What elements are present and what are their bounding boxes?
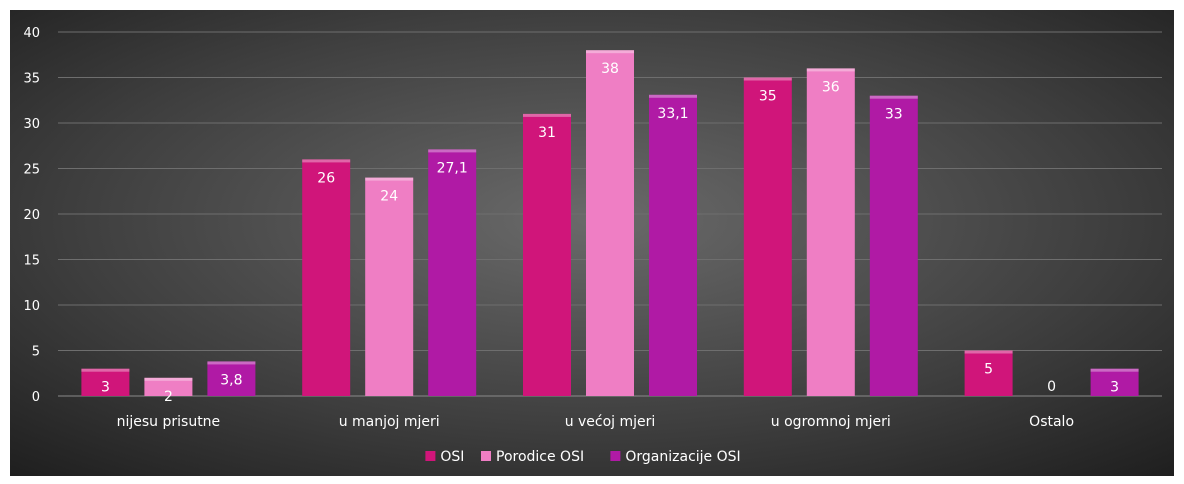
bar-organizacije-osi-u-vecoj-mjeri (649, 94, 697, 396)
data-label-organizacije-osi-u-manjoj-mjeri: 27,1 (437, 160, 468, 176)
bar-osi-u-ogromnoj-mjeri (743, 77, 792, 396)
legend-swatch (425, 451, 436, 461)
data-label-osi-u-vecoj-mjeri: 31 (538, 125, 556, 141)
bar-highlight (207, 361, 256, 365)
bar-highlight (964, 350, 1013, 354)
x-tick-label: u većoj mjeri (565, 414, 656, 430)
y-tick-label: 35 (23, 72, 40, 87)
bar-organizacije-osi-u-ogromnoj-mjeri (869, 95, 918, 396)
bar-osi-u-vecoj-mjeri (523, 113, 571, 397)
bar-highlight (869, 95, 918, 99)
bar-highlight (743, 77, 792, 81)
data-label-osi-u-ogromnoj-mjeri: 35 (759, 89, 777, 105)
legend-label: Porodice OSI (496, 449, 584, 465)
y-tick-label: 0 (32, 390, 40, 405)
bar-highlight (806, 68, 855, 72)
legend-item-porodice-osi: Porodice OSI (481, 449, 584, 465)
legend-label: Organizacije OSI (625, 449, 740, 465)
data-labels-layer: 3 2 3,8 26 24 27,1 31 38 33,1 35 36 33 5 0 3 (101, 61, 1119, 405)
x-axis: nijesu prisutne u manjoj mjeri u većoj mje… (117, 414, 1074, 430)
bar-osi-u-manjoj-mjeri (302, 159, 351, 396)
data-label-organizacije-osi-ostalo: 3 (1110, 380, 1119, 396)
y-axis: 0 5 10 15 20 25 30 35 40 (23, 26, 40, 405)
data-label-porodice-osi-u-ogromnoj-mjeri: 36 (822, 79, 840, 95)
bar-osi-nijesu-prisutne (81, 368, 130, 396)
bar-highlight (302, 159, 351, 163)
y-tick-label: 30 (23, 117, 40, 132)
data-label-organizacije-osi-u-ogromnoj-mjeri: 33 (885, 107, 903, 123)
y-tick-label: 10 (23, 299, 40, 314)
y-tick-label: 25 (23, 163, 40, 178)
legend-swatch (610, 451, 621, 461)
data-label-osi-u-manjoj-mjeri: 26 (317, 170, 335, 186)
data-label-osi-ostalo: 5 (984, 362, 993, 378)
legend-swatch (481, 451, 491, 461)
bar-highlight (523, 113, 571, 117)
y-tick-label: 20 (23, 208, 40, 223)
bar-organizacije-osi-nijesu-prisutne (207, 361, 256, 396)
legend-label: OSI (440, 449, 464, 465)
legend-item-osi: OSI (425, 449, 464, 465)
data-label-organizacije-osi-nijesu-prisutne: 3,8 (220, 372, 242, 388)
data-label-osi-nijesu-prisutne: 3 (101, 380, 110, 396)
bar-organizacije-osi-ostalo (1090, 368, 1139, 396)
bar-porodice-osi-u-manjoj-mjeri (365, 177, 414, 396)
bar-porodice-osi-u-ogromnoj-mjeri (806, 68, 855, 397)
x-tick-label: nijesu prisutne (117, 414, 221, 430)
bar-porodice-osi-u-vecoj-mjeri (586, 50, 634, 396)
data-label-porodice-osi-u-vecoj-mjeri: 38 (601, 61, 619, 77)
y-tick-label: 15 (23, 254, 40, 269)
bar-highlight (586, 50, 634, 54)
legend: OSI Porodice OSI Organizacije OSI (425, 449, 741, 465)
data-label-porodice-osi-u-manjoj-mjeri: 24 (380, 189, 398, 205)
bar-porodice-osi-nijesu-prisutne (144, 377, 193, 396)
data-label-porodice-osi-ostalo: 0 (1047, 379, 1056, 395)
bar-organizacije-osi-u-manjoj-mjeri (428, 149, 477, 396)
x-tick-label: u ogromnoj mjeri (771, 414, 891, 430)
chart-container: 0 5 10 15 20 25 30 35 40 3 2 3,8 26 24 27,1 31 38 33,1 35… (10, 10, 1174, 476)
bar-highlight (428, 149, 477, 153)
x-tick-label: u manjoj mjeri (339, 414, 440, 430)
bar-highlight (649, 94, 697, 98)
bar-osi-ostalo (964, 350, 1013, 396)
bar-highlight (365, 177, 414, 181)
legend-item-organizacije-osi: Organizacije OSI (610, 449, 741, 465)
x-tick-label: Ostalo (1029, 414, 1074, 430)
y-tick-label: 5 (32, 345, 40, 360)
y-tick-label: 40 (23, 26, 40, 41)
data-label-porodice-osi-nijesu-prisutne: 2 (164, 389, 173, 405)
bar-highlight (144, 377, 193, 381)
bar-highlight (81, 368, 130, 372)
data-label-organizacije-osi-u-vecoj-mjeri: 33,1 (657, 106, 688, 122)
bar-highlight (1090, 368, 1139, 372)
bars-layer (81, 50, 1139, 397)
